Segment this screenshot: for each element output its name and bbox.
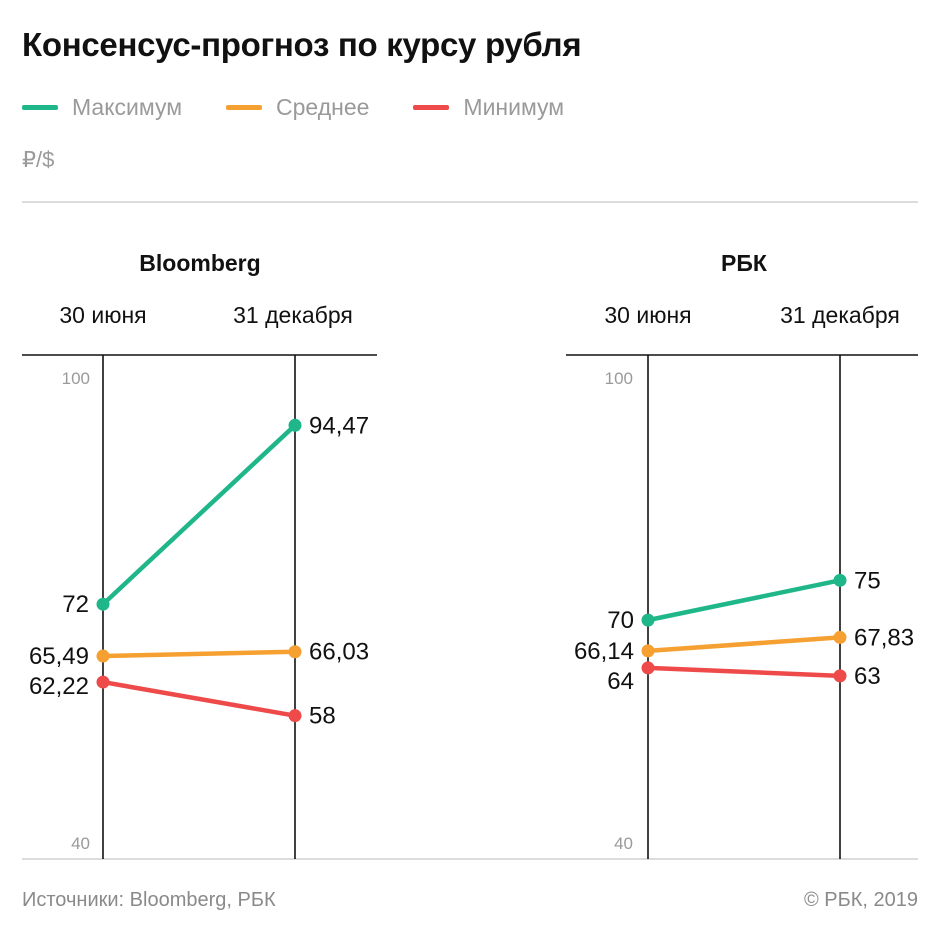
source-note: Источники: Bloomberg, РБК bbox=[22, 889, 276, 911]
value-label-max-end: 75 bbox=[854, 567, 881, 594]
point-max-start bbox=[641, 613, 655, 627]
panel-rbc: РБК 30 июня 31 декабря 100 40 70 75 66,14 67,83 6… bbox=[566, 250, 918, 859]
value-label-min-start: 64 bbox=[607, 668, 634, 695]
value-label-mean-end: 67,83 bbox=[854, 624, 914, 651]
point-mean-end bbox=[288, 645, 302, 659]
legend-item-mean: Среднее bbox=[226, 94, 369, 121]
y-tick-top: 100 bbox=[62, 369, 90, 388]
chart-title: Консенсус-прогноз по курсу рубля bbox=[22, 26, 582, 63]
legend-swatch-mean bbox=[226, 104, 263, 110]
value-label-mean-start: 65,49 bbox=[29, 643, 89, 670]
value-label-mean-start: 66,14 bbox=[574, 638, 634, 665]
value-label-min-start: 62,22 bbox=[29, 673, 89, 700]
point-mean-end bbox=[833, 630, 847, 644]
series-line-min bbox=[645, 665, 843, 679]
value-label-max-start: 70 bbox=[607, 607, 634, 634]
legend-label-max: Максимум bbox=[72, 93, 183, 120]
value-label-mean-end: 66,03 bbox=[309, 639, 369, 666]
panel-bloomberg: Bloomberg 30 июня 31 декабря 100 40 72 94,47 65… bbox=[22, 250, 377, 859]
y-tick-bottom: 40 bbox=[614, 834, 633, 853]
x-label-start: 30 июня bbox=[604, 302, 691, 328]
y-tick-top: 100 bbox=[605, 369, 633, 388]
series-line-max bbox=[100, 423, 298, 607]
x-label-start: 30 июня bbox=[59, 302, 146, 328]
point-max-end bbox=[288, 418, 302, 432]
point-mean-start bbox=[96, 649, 110, 663]
series-line-mean bbox=[645, 635, 843, 654]
legend-item-min: Минимум bbox=[413, 94, 564, 121]
point-max-start bbox=[96, 597, 110, 611]
x-label-end: 31 декабря bbox=[233, 302, 353, 328]
point-max-end bbox=[833, 573, 847, 587]
legend-item-max: Максимум bbox=[22, 94, 182, 121]
legend-label-min: Минимум bbox=[463, 93, 565, 120]
series-line-min bbox=[100, 679, 298, 718]
x-label-end: 31 декабря bbox=[780, 302, 900, 328]
legend-swatch-min bbox=[413, 104, 450, 110]
chart-panels: Bloomberg 30 июня 31 декабря 100 40 72 94,47 65… bbox=[22, 250, 918, 859]
value-label-max-end: 94,47 bbox=[309, 412, 369, 439]
point-min-end bbox=[833, 669, 847, 683]
y-tick-bottom: 40 bbox=[71, 834, 90, 853]
panel-title: РБК bbox=[721, 250, 768, 276]
legend: Максимум Среднее Минимум bbox=[22, 92, 608, 122]
panel-title: Bloomberg bbox=[139, 250, 260, 276]
value-label-min-end: 58 bbox=[309, 703, 336, 730]
point-mean-start bbox=[641, 644, 655, 658]
copyright-note: © РБК, 2019 bbox=[803, 889, 918, 911]
legend-label-mean: Среднее bbox=[276, 93, 370, 120]
series-line-max bbox=[645, 578, 843, 623]
point-min-end bbox=[288, 709, 302, 723]
series-line-mean bbox=[100, 649, 298, 659]
value-label-min-end: 63 bbox=[854, 663, 881, 690]
value-label-max-start: 72 bbox=[62, 591, 89, 618]
unit-label: ₽/$ bbox=[22, 147, 55, 172]
legend-swatch-max bbox=[22, 104, 58, 110]
point-min-start bbox=[96, 675, 110, 689]
point-min-start bbox=[641, 661, 655, 675]
